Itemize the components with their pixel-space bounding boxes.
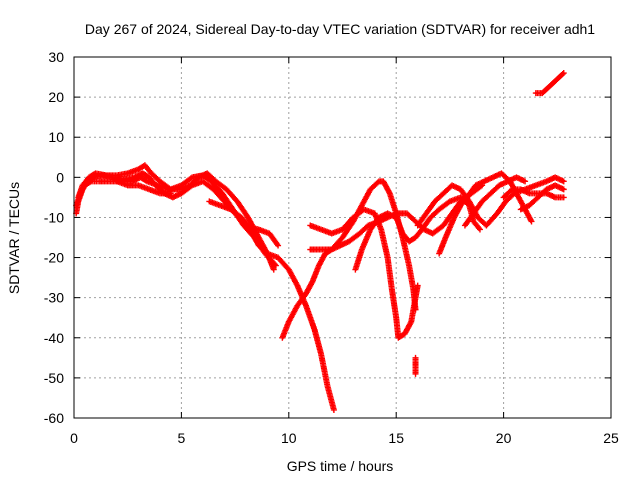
data-point-marker [272, 262, 279, 269]
y-tick-label: -50 [44, 370, 64, 386]
data-points [73, 70, 567, 413]
data-point-marker [560, 178, 567, 185]
y-tick-label: -30 [44, 290, 64, 306]
data-point-marker [270, 266, 277, 273]
data-point-marker [560, 194, 567, 201]
data-point-marker [528, 218, 535, 225]
data-point-marker [476, 226, 483, 233]
data-point-marker [560, 186, 567, 193]
y-tick-label: 0 [56, 169, 64, 185]
y-tick-label: -60 [44, 410, 64, 426]
series-arc-8 [307, 206, 421, 341]
chart-title: Day 267 of 2024, Sidereal Day-to-day VTE… [85, 21, 595, 37]
data-point-marker [414, 282, 421, 289]
x-axis-label: GPS time / hours [287, 458, 394, 474]
x-tick-label: 20 [496, 430, 512, 446]
x-tick-label: 0 [70, 430, 78, 446]
series-arc-16 [532, 70, 567, 97]
y-tick-label: 20 [48, 89, 64, 105]
data-point-marker [330, 406, 337, 413]
series-arc-13 [461, 174, 529, 229]
x-tick-label: 15 [388, 430, 404, 446]
data-point-marker [275, 242, 282, 249]
series-arc-10 [412, 354, 419, 377]
y-tick-label: -40 [44, 330, 64, 346]
grid [74, 57, 611, 418]
data-point-marker [271, 261, 278, 268]
data-point-marker [507, 187, 514, 194]
data-point-marker [86, 179, 93, 186]
y-tick-label: 10 [48, 129, 64, 145]
y-tick-label: -20 [44, 250, 64, 266]
ticks: 0 5 10 15 20 25 -60 -50 -40 -30 -20 -10 0 10 20 30 [44, 49, 619, 446]
data-point-marker [522, 178, 529, 185]
series-arc-15 [517, 182, 567, 213]
data-point-marker [412, 370, 419, 377]
data-point-marker [560, 70, 567, 77]
data-point-marker [559, 71, 566, 78]
plot-frame [73, 56, 612, 419]
series-arc-11 [414, 174, 567, 229]
x-tick-label: 5 [178, 430, 186, 446]
series-arc-4 [113, 178, 174, 197]
y-axis-label: SDTVAR / TECUs [6, 182, 22, 294]
x-tick-label: 25 [603, 430, 619, 446]
x-tick-label: 10 [281, 430, 297, 446]
y-tick-label: 30 [48, 49, 64, 65]
y-tick-label: -10 [44, 209, 64, 225]
data-point-marker [167, 190, 174, 197]
